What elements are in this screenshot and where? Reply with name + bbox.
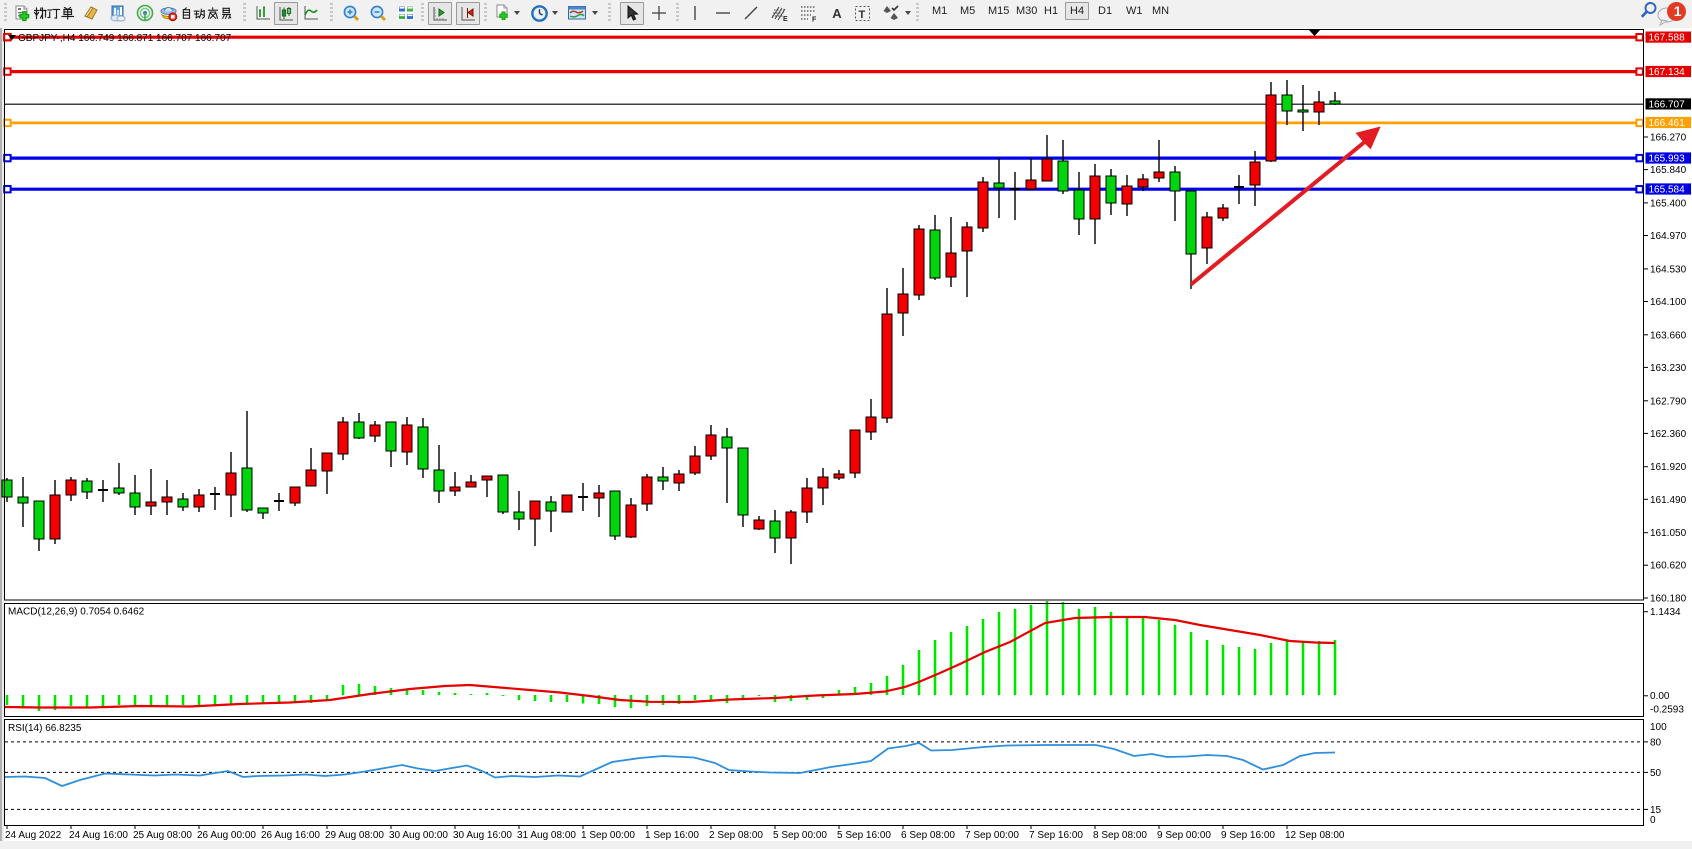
svg-text:12 Sep 08:00: 12 Sep 08:00 bbox=[1285, 830, 1345, 841]
svg-text:GBPJPY-,H4 166.749 166.871 16: GBPJPY-,H4 166.749 166.871 166.707 166.7… bbox=[18, 33, 232, 44]
svg-text:162.360: 162.360 bbox=[1650, 429, 1687, 440]
svg-text:1 Sep 00:00: 1 Sep 00:00 bbox=[581, 830, 635, 841]
svg-text:24 Aug 2022: 24 Aug 2022 bbox=[5, 830, 62, 841]
svg-text:8 Sep 08:00: 8 Sep 08:00 bbox=[1093, 830, 1147, 841]
svg-text:30 Aug 00:00: 30 Aug 00:00 bbox=[389, 830, 448, 841]
svg-text:164.100: 164.100 bbox=[1650, 297, 1687, 308]
svg-text:E: E bbox=[783, 16, 788, 22]
svg-text:167.134: 167.134 bbox=[1649, 67, 1686, 78]
svg-text:160.620: 160.620 bbox=[1650, 561, 1687, 572]
svg-text:163.660: 163.660 bbox=[1650, 330, 1687, 341]
svg-text:29 Aug 08:00: 29 Aug 08:00 bbox=[325, 830, 384, 841]
svg-text:0: 0 bbox=[1650, 815, 1656, 826]
svg-text:F: F bbox=[812, 17, 817, 23]
svg-text:7 Sep 00:00: 7 Sep 00:00 bbox=[965, 830, 1019, 841]
svg-text:166.270: 166.270 bbox=[1650, 133, 1687, 144]
svg-text:100: 100 bbox=[1650, 722, 1667, 733]
svg-text:166.461: 166.461 bbox=[1649, 118, 1686, 129]
svg-text:30 Aug 16:00: 30 Aug 16:00 bbox=[453, 830, 512, 841]
svg-text:161.490: 161.490 bbox=[1650, 495, 1687, 506]
svg-text:165.584: 165.584 bbox=[1649, 185, 1686, 196]
svg-text:164.530: 164.530 bbox=[1650, 264, 1687, 275]
svg-text:9 Sep 16:00: 9 Sep 16:00 bbox=[1221, 830, 1275, 841]
svg-text:1.1434: 1.1434 bbox=[1650, 607, 1681, 618]
svg-text:5 Sep 00:00: 5 Sep 00:00 bbox=[773, 830, 827, 841]
svg-text:26 Aug 16:00: 26 Aug 16:00 bbox=[261, 830, 320, 841]
svg-text:161.050: 161.050 bbox=[1650, 528, 1687, 539]
svg-text:166.707: 166.707 bbox=[1649, 100, 1686, 111]
svg-text:2 Sep 08:00: 2 Sep 08:00 bbox=[709, 830, 763, 841]
svg-text:167.588: 167.588 bbox=[1649, 33, 1686, 44]
svg-text:5 Sep 16:00: 5 Sep 16:00 bbox=[837, 830, 891, 841]
svg-text:25 Aug 08:00: 25 Aug 08:00 bbox=[133, 830, 192, 841]
svg-text:165.400: 165.400 bbox=[1650, 198, 1687, 209]
svg-text:161.920: 161.920 bbox=[1650, 462, 1687, 473]
svg-text:163.230: 163.230 bbox=[1650, 363, 1687, 374]
svg-text:MACD(12,26,9) 0.7054 0.6462: MACD(12,26,9) 0.7054 0.6462 bbox=[8, 607, 145, 618]
svg-text:9 Sep 00:00: 9 Sep 00:00 bbox=[1157, 830, 1211, 841]
svg-text:31 Aug 08:00: 31 Aug 08:00 bbox=[517, 830, 576, 841]
svg-text:162.790: 162.790 bbox=[1650, 396, 1687, 407]
svg-text:7 Sep 16:00: 7 Sep 16:00 bbox=[1029, 830, 1083, 841]
svg-text:6 Sep 08:00: 6 Sep 08:00 bbox=[901, 830, 955, 841]
svg-text:1 Sep 16:00: 1 Sep 16:00 bbox=[645, 830, 699, 841]
svg-text:165.840: 165.840 bbox=[1650, 165, 1687, 176]
svg-text:164.970: 164.970 bbox=[1650, 231, 1687, 242]
svg-text:15: 15 bbox=[1650, 805, 1662, 816]
svg-text:165.993: 165.993 bbox=[1649, 154, 1686, 165]
svg-text:80: 80 bbox=[1650, 737, 1662, 748]
svg-text:24 Aug 16:00: 24 Aug 16:00 bbox=[69, 830, 128, 841]
svg-text:-0.2593: -0.2593 bbox=[1650, 705, 1684, 716]
svg-text:26 Aug 00:00: 26 Aug 00:00 bbox=[197, 830, 256, 841]
svg-text:RSI(14) 66.8235: RSI(14) 66.8235 bbox=[8, 723, 82, 734]
svg-text:1: 1 bbox=[1674, 3, 1682, 19]
svg-text:50: 50 bbox=[1650, 768, 1662, 779]
svg-text:0.00: 0.00 bbox=[1650, 691, 1670, 702]
svg-text:160.180: 160.180 bbox=[1650, 594, 1687, 605]
svg-text:T: T bbox=[858, 9, 865, 21]
